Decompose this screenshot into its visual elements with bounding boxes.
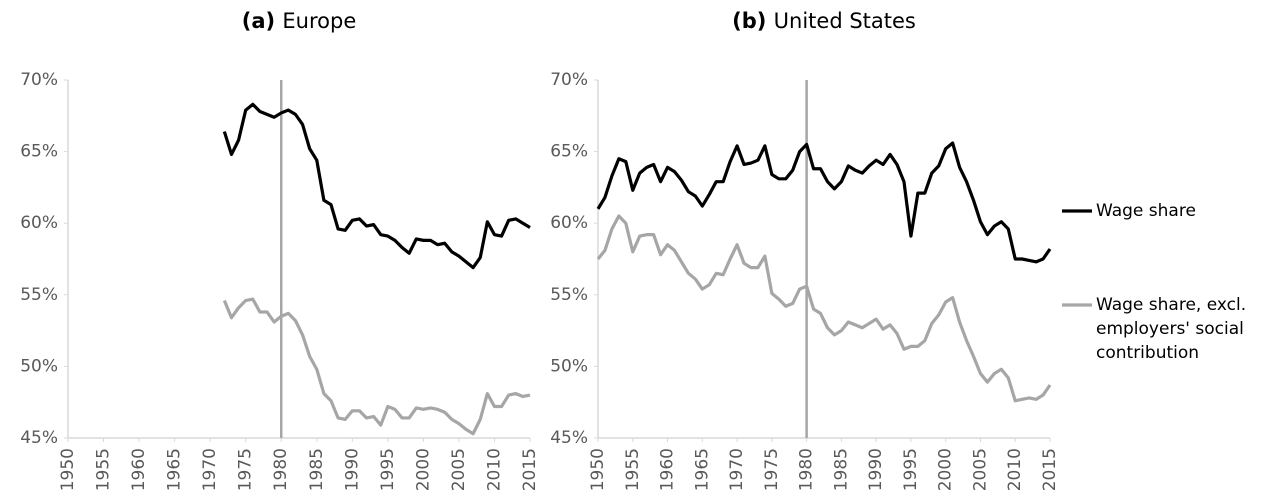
x-tick-label: 1975 [236,448,256,491]
y-tick-label: 50% [20,356,58,376]
x-tick-label: 1955 [94,448,114,491]
x-tick-label: 1985 [307,448,327,491]
y-tick-label: 55% [550,285,588,305]
legend-label: Wage share [1096,201,1196,221]
x-tick-label: 2000 [413,448,433,491]
x-tick-label: 1970 [727,448,747,491]
series-line [596,214,1052,403]
series-line [222,297,531,436]
series-line [222,102,531,270]
y-tick-label: 70% [550,70,588,90]
x-tick-label: 2000 [936,448,956,491]
y-tick-label: 50% [550,356,588,376]
x-tick-label: 1950 [588,448,608,491]
x-tick-label: 2010 [1005,448,1025,491]
x-tick-label: 1950 [58,448,78,491]
x-tick-label: 2010 [484,448,504,491]
series-line [596,141,1052,264]
x-tick-label: 2015 [1040,448,1060,491]
chart-title: (a) Europe [242,9,357,33]
x-tick-label: 1995 [378,448,398,491]
y-tick-label: 70% [20,70,58,90]
x-tick-label: 1980 [271,448,291,491]
x-tick-label: 1960 [658,448,678,491]
y-tick-label: 60% [20,213,58,233]
y-tick-label: 45% [550,428,588,448]
x-tick-label: 2005 [970,448,990,491]
y-tick-label: 65% [550,142,588,162]
x-tick-label: 1990 [866,448,886,491]
x-tick-label: 1965 [165,448,185,491]
y-tick-label: 55% [20,285,58,305]
x-tick-label: 2015 [520,448,540,491]
y-tick-label: 60% [550,213,588,233]
x-tick-label: 1980 [797,448,817,491]
y-tick-label: 65% [20,142,58,162]
x-tick-label: 1955 [623,448,643,491]
x-tick-label: 1995 [901,448,921,491]
x-tick-label: 1985 [831,448,851,491]
x-tick-label: 1975 [762,448,782,491]
chart-title: (b) United States [732,9,916,33]
y-tick-label: 45% [20,428,58,448]
x-tick-label: 2005 [449,448,469,491]
x-tick-label: 1960 [129,448,149,491]
legend-label: Wage share, excl. employers' social contri… [1096,295,1246,363]
x-tick-label: 1970 [200,448,220,491]
x-tick-label: 1990 [342,448,362,491]
x-tick-label: 1965 [692,448,712,491]
